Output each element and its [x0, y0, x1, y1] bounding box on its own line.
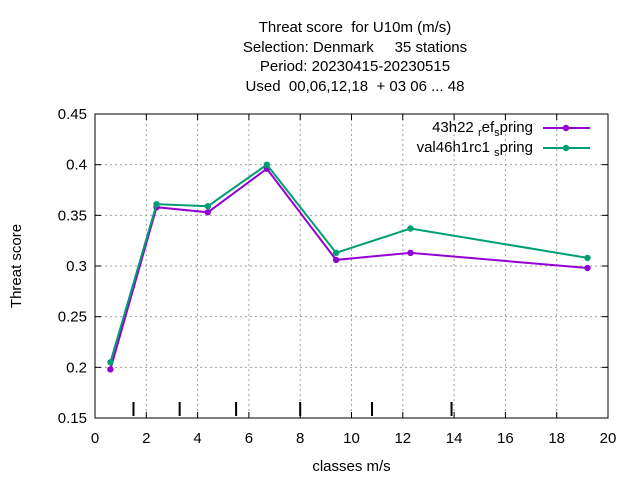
- x-tick-label: 8: [296, 430, 304, 447]
- legend-part: r: [477, 127, 482, 139]
- x-tick-label: 16: [497, 430, 514, 447]
- y-tick-label: 0.3: [66, 258, 87, 275]
- legend-part: 43h22: [432, 119, 478, 136]
- x-tick-label: 12: [394, 430, 411, 447]
- legend-marker: [562, 144, 570, 152]
- legend-entry-1: 43h22 refspring: [432, 119, 533, 139]
- class-boundary-ticks: [132, 402, 453, 416]
- legend-entry-2: val46h1rc1 spring: [417, 139, 533, 159]
- data-point-marker: [584, 254, 591, 262]
- data-point-marker: [332, 249, 340, 257]
- legend-marker: [562, 124, 570, 132]
- x-tick-label: 6: [245, 430, 253, 447]
- series-line: [109, 163, 588, 363]
- x-tick-label: 4: [193, 430, 201, 447]
- title-line-2: Selection: Denmark 35 stations: [242, 38, 468, 56]
- title-line-1: Threat score for U10m (m/s): [258, 19, 452, 36]
- x-tick-label: 20: [600, 430, 617, 447]
- x-tick-label: 2: [142, 430, 150, 447]
- x-tick-label: 14: [446, 430, 463, 447]
- axis-ticks: [94, 113, 609, 419]
- data-point-marker: [153, 200, 160, 208]
- title-line-3: Period: 20230415-20230515: [259, 58, 451, 75]
- legend-samples: [543, 124, 590, 152]
- x-tick-label: 18: [548, 430, 565, 447]
- data-point-marker: [263, 161, 271, 168]
- data-point-marker: [332, 256, 340, 264]
- title-line-4: Used 00,06,12,18 + 03 06 ... 48: [245, 77, 465, 95]
- x-tick-label: 0: [91, 430, 99, 447]
- data-point-marker: [204, 209, 212, 216]
- legend-part: pring: [499, 139, 533, 156]
- chart-title: Threat score for U10m (m/s) Selection: D…: [0, 18, 640, 96]
- y-tick-label: 0.4: [66, 157, 87, 174]
- data-point-marker: [204, 203, 212, 210]
- legend-part: s: [494, 127, 500, 139]
- data-series: [107, 161, 591, 373]
- x-axis-label: classes m/s: [312, 458, 390, 475]
- legend-part: s: [494, 147, 500, 159]
- data-point-marker: [407, 225, 414, 232]
- series-line: [109, 167, 588, 370]
- y-tick-label: 0.15: [58, 410, 87, 427]
- y-axis-label: Threat score: [8, 224, 25, 308]
- y-tick-label: 0.25: [58, 309, 87, 326]
- data-point-marker: [407, 249, 414, 257]
- legend-part: val46h1rc1: [416, 139, 495, 156]
- legend-part: ef: [481, 119, 495, 136]
- y-tick-label: 0.45: [58, 106, 87, 123]
- y-tick-label: 0.2: [66, 359, 87, 376]
- legend-part: pring: [499, 119, 533, 136]
- data-point-marker: [107, 366, 114, 373]
- data-point-marker: [584, 264, 591, 272]
- x-tick-label: 10: [343, 430, 360, 447]
- y-tick-label: 0.35: [58, 207, 87, 224]
- grid-lines: [95, 114, 608, 418]
- data-point-marker: [107, 359, 114, 366]
